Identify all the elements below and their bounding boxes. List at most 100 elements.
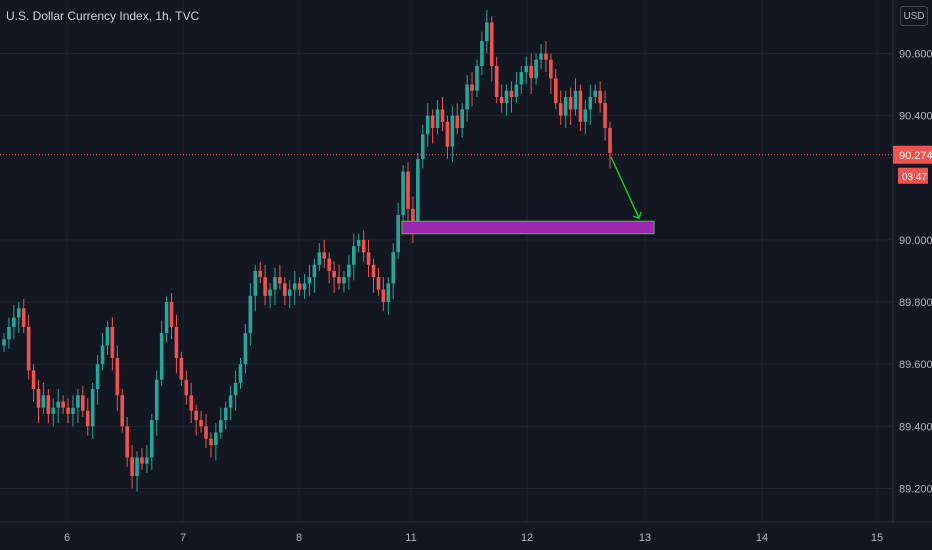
candle-body — [51, 407, 56, 414]
y-tick-label: 89.800 — [899, 297, 932, 309]
y-tick-label: 89.200 — [899, 483, 932, 495]
candle-body — [529, 65, 533, 79]
candle-body — [81, 395, 85, 411]
candle-body — [371, 264, 376, 278]
candle-body — [347, 264, 351, 278]
candle-body — [489, 22, 494, 66]
candle-body — [598, 90, 602, 104]
candle-body — [287, 289, 292, 296]
candle-body — [140, 457, 144, 464]
y-tick-label: 89.400 — [899, 421, 932, 433]
x-tick-label: 7 — [180, 532, 186, 544]
candle-body — [66, 407, 70, 414]
candle-body — [85, 410, 90, 427]
candle-body — [603, 103, 607, 129]
candle-body — [31, 370, 36, 390]
currency-button[interactable]: USD — [900, 6, 928, 26]
candle-body — [273, 277, 277, 290]
countdown-value: 03:47 — [902, 172, 927, 183]
candle-body — [7, 326, 11, 340]
candle-body — [302, 283, 307, 290]
candle-body — [352, 246, 356, 265]
candle-body — [440, 109, 445, 122]
candle-body — [154, 379, 159, 421]
candle-body — [253, 270, 258, 296]
candle-body — [189, 395, 194, 411]
candle-body — [588, 96, 593, 110]
candle-body — [120, 395, 125, 427]
candle-body — [56, 401, 60, 408]
candle-body — [573, 90, 578, 110]
candle-body — [199, 420, 203, 427]
candle-body — [283, 283, 287, 296]
candle-body — [268, 289, 272, 296]
candle-body — [494, 65, 499, 97]
candle-body — [21, 308, 26, 327]
candle-body — [361, 239, 366, 253]
candle-body — [46, 395, 51, 414]
x-tick-label: 15 — [871, 532, 883, 544]
candle-body — [100, 345, 105, 365]
x-tick-label: 6 — [64, 532, 70, 544]
candle-body — [135, 457, 139, 477]
candle-body — [583, 109, 588, 122]
candle-body — [36, 389, 41, 408]
candle-body — [204, 426, 208, 439]
candle-body — [2, 339, 6, 346]
candle-body — [470, 84, 474, 91]
candle-body — [450, 115, 455, 147]
candle-body — [425, 115, 430, 135]
candle-body — [26, 326, 31, 371]
candle-body — [214, 432, 218, 445]
last-price-value: 90.274 — [899, 150, 932, 162]
candle-body — [105, 326, 110, 346]
candle-body — [420, 134, 425, 160]
candle-body — [292, 283, 297, 290]
candle-body — [435, 109, 440, 129]
last-price-badge — [893, 145, 932, 164]
candle-body — [243, 333, 248, 365]
y-tick-label: 89.600 — [899, 359, 932, 371]
candle-body — [544, 53, 548, 60]
candle-body — [356, 239, 361, 247]
candle-body — [608, 128, 612, 153]
candle-body — [524, 65, 529, 73]
candle-body — [480, 41, 484, 66]
candle-body — [174, 326, 179, 358]
candle-body — [514, 84, 519, 97]
target-zone-box — [401, 220, 655, 235]
grid-lines — [0, 0, 893, 522]
candle-body — [258, 270, 262, 278]
candle-body — [130, 457, 134, 477]
candle-body — [539, 53, 543, 60]
candle-body — [396, 215, 400, 253]
candle-body — [554, 78, 558, 104]
candle-body — [248, 295, 253, 334]
candle-body — [125, 426, 129, 458]
candle-body — [366, 252, 371, 265]
candle-body — [169, 302, 174, 327]
candle-body — [223, 407, 228, 421]
candle-body — [209, 438, 213, 445]
x-tick-label: 14 — [756, 532, 768, 544]
arrow-head — [632, 211, 642, 219]
projection-arrow — [610, 156, 642, 219]
candle-body — [499, 96, 504, 104]
candle-body — [386, 283, 391, 303]
candle-body — [228, 395, 233, 408]
candle-body — [406, 171, 410, 209]
y-tick-label: 90.000 — [899, 235, 932, 247]
candle-body — [445, 121, 450, 147]
candle-body — [376, 277, 381, 290]
candles — [2, 9, 612, 492]
candle-body — [578, 90, 583, 122]
candle-body — [179, 357, 184, 380]
candle-body — [76, 395, 80, 408]
candle-body — [61, 401, 65, 408]
candle-body — [317, 252, 322, 265]
candle-body — [485, 22, 489, 42]
candle-body — [16, 308, 21, 318]
candle-body — [549, 59, 553, 79]
candle-body — [563, 96, 568, 116]
candle-body — [41, 395, 46, 408]
